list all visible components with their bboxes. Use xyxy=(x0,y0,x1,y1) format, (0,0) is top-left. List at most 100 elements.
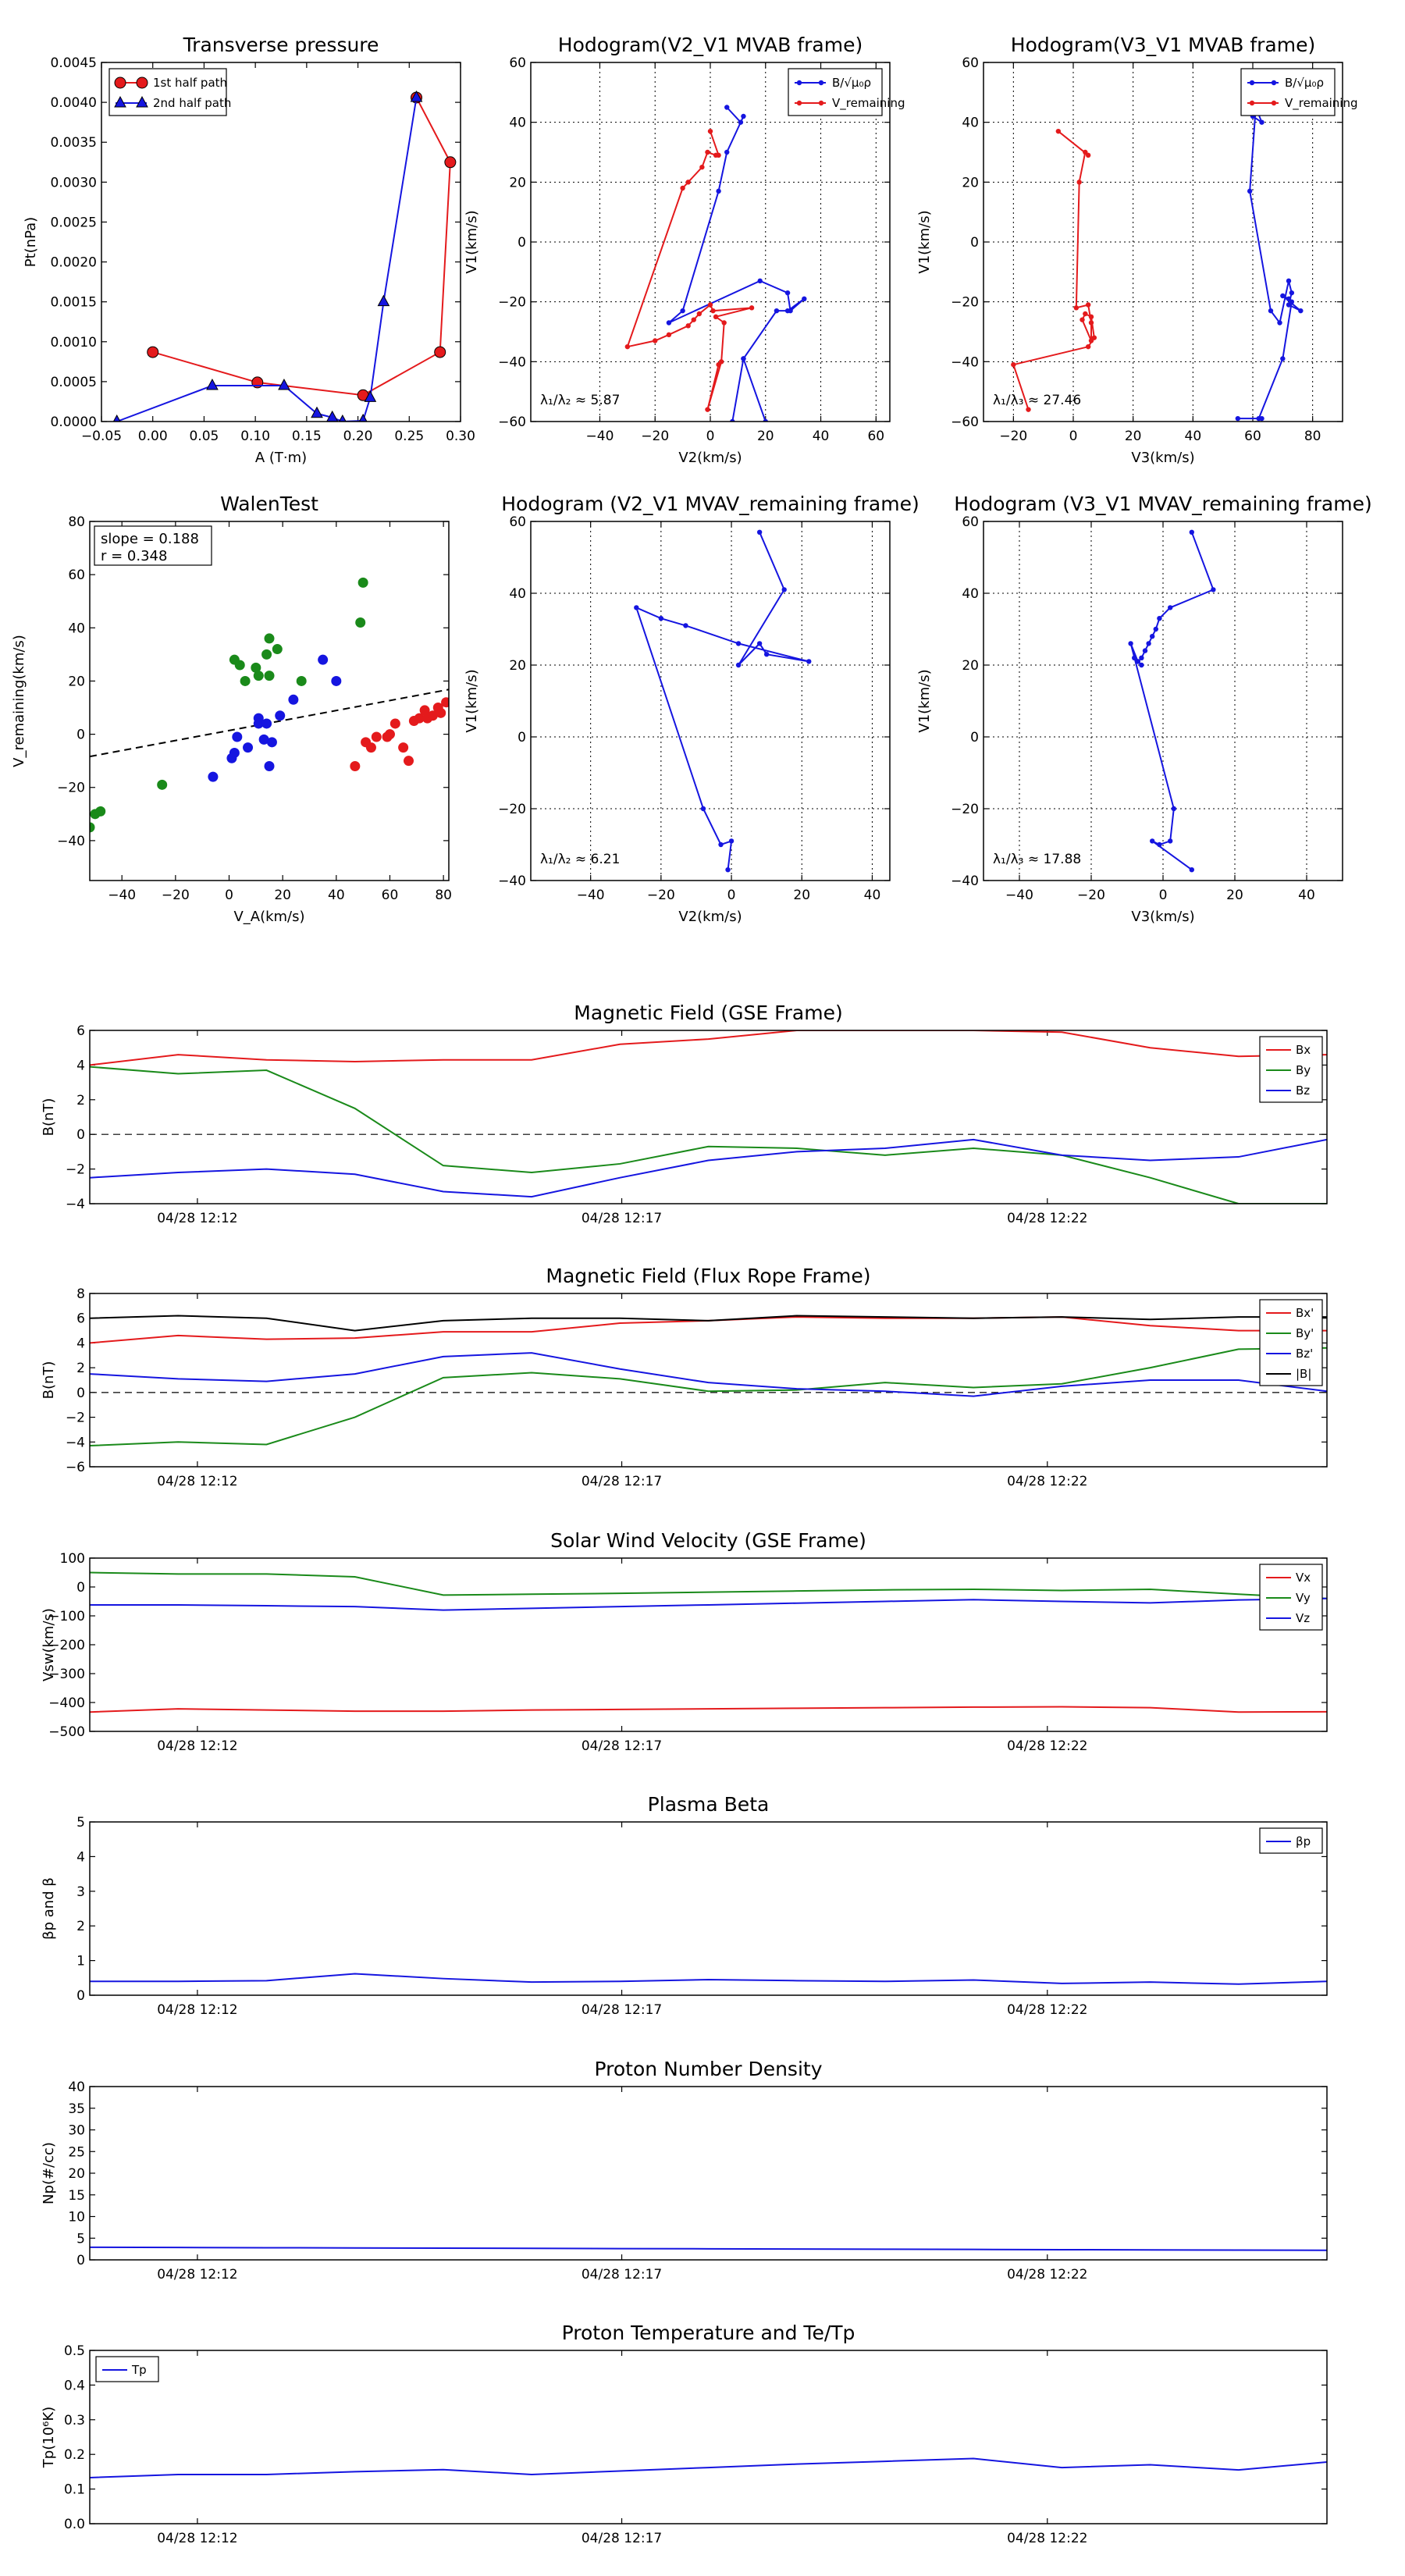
data-point xyxy=(802,296,807,302)
series-line xyxy=(116,97,418,422)
plot-frame xyxy=(89,521,450,881)
plot-area xyxy=(634,529,812,873)
chart-title: Magnetic Field (Flux Rope Frame) xyxy=(546,1265,870,1287)
y-tick-label: 4 xyxy=(76,1336,85,1351)
data-point xyxy=(1280,356,1286,361)
data-point xyxy=(1168,605,1173,610)
data-point xyxy=(713,152,719,158)
y-axis-label: Tp(10⁶K) xyxy=(41,2407,57,2468)
chart-title: Proton Number Density xyxy=(595,2058,823,2080)
y-tick-label: 0.0045 xyxy=(51,55,97,71)
data-point xyxy=(1268,308,1274,314)
data-point xyxy=(1211,587,1216,592)
data-point xyxy=(251,662,261,673)
data-point xyxy=(318,654,329,665)
y-tick-label: −300 xyxy=(48,1667,85,1682)
y-tick-label: 60 xyxy=(962,514,979,530)
data-point xyxy=(1157,841,1162,848)
data-point xyxy=(389,718,400,729)
data-point xyxy=(1083,149,1088,155)
data-point xyxy=(713,314,719,320)
series-line xyxy=(1129,532,1215,871)
data-point xyxy=(278,378,290,390)
y-tick-label: 2 xyxy=(76,1919,85,1934)
data-point xyxy=(229,747,240,758)
y-tick-label: 0 xyxy=(970,730,979,745)
data-point xyxy=(818,100,824,106)
data-point xyxy=(1055,128,1062,134)
y-tick-label: 10 xyxy=(68,2210,85,2226)
data-point xyxy=(206,378,219,390)
data-point xyxy=(707,302,713,308)
data-point xyxy=(157,779,168,790)
y-tick-label: −500 xyxy=(48,1724,85,1740)
time-tick-label: 04/28 12:17 xyxy=(582,1738,662,1754)
y-tick-label: −4 xyxy=(66,1435,85,1450)
y-tick-label: 60 xyxy=(68,568,85,583)
data-point xyxy=(1247,188,1253,194)
y-tick-label: 0 xyxy=(76,2253,85,2268)
x-tick-label: 20 xyxy=(1226,888,1243,903)
y-tick-label: −4 xyxy=(66,1197,85,1212)
x-tick-label: 0 xyxy=(1069,429,1078,444)
chart-tp: −0.05 0.00 0.05 0.10 0.15 0.20 0.25 0.30 0.0000 0… xyxy=(23,34,475,466)
chart-title: Proton Temperature and Te/Tp xyxy=(562,2322,855,2344)
time-tick-label: 04/28 12:22 xyxy=(1007,2002,1087,2018)
data-point xyxy=(705,407,710,412)
data-point xyxy=(1139,655,1144,660)
data-point xyxy=(735,641,742,646)
chart-title: Plasma Beta xyxy=(648,1793,770,1816)
y-tick-label: 0.0005 xyxy=(51,375,97,390)
x-tick-label: 60 xyxy=(382,888,399,903)
plot-frame xyxy=(530,521,891,881)
data-point xyxy=(691,317,696,322)
ratio-annotation: λ₁/λ₂ ≈ 6.21 xyxy=(540,852,620,867)
legend-label: V_remaining xyxy=(1285,96,1358,111)
series-line xyxy=(626,130,752,410)
data-point xyxy=(365,742,376,753)
y-tick-label: 0.0015 xyxy=(51,295,97,311)
ratio-annotation: λ₁/λ₃ ≈ 27.46 xyxy=(993,393,1081,408)
data-point xyxy=(1235,415,1241,422)
series-line xyxy=(90,1066,1327,1204)
data-point xyxy=(730,418,735,422)
series-line xyxy=(90,1973,1327,1985)
y-tick-label: 0 xyxy=(970,235,979,251)
time-tick-label: 04/28 12:22 xyxy=(1007,2267,1087,2282)
x-tick-label: 60 xyxy=(1244,429,1261,444)
legend-label: By' xyxy=(1296,1326,1314,1340)
plot-frame xyxy=(983,521,1343,881)
data-point xyxy=(1088,320,1094,326)
y-tick-label: 100 xyxy=(60,1551,85,1567)
data-point xyxy=(756,529,763,535)
y-tick-label: 60 xyxy=(509,514,526,530)
time-tick-label: 04/28 12:17 xyxy=(582,2531,662,2546)
y-tick-label: 0 xyxy=(76,1386,85,1401)
x-tick-label: −40 xyxy=(108,888,136,903)
timeseries-beta: 0 1 2 3 4 5 04/28 12:12 04/28 12:17 04/28 12:22 P… xyxy=(41,1793,1328,2018)
time-tick-label: 04/28 12:12 xyxy=(157,2002,237,2018)
stats-box xyxy=(94,525,212,566)
data-point xyxy=(410,90,423,102)
y-tick-label: −20 xyxy=(498,802,526,817)
data-point xyxy=(781,587,787,592)
data-point xyxy=(658,616,664,621)
x-axis-label: V_A(km/s) xyxy=(233,909,304,925)
x-axis-label: V3(km/s) xyxy=(1131,909,1194,925)
y-tick-label: −20 xyxy=(57,781,85,796)
x-tick-label: 20 xyxy=(757,429,774,444)
series-line xyxy=(152,97,451,397)
legend-label: Vz xyxy=(1296,1611,1310,1625)
y-tick-label: −400 xyxy=(48,1695,85,1711)
legend-label: Bx xyxy=(1296,1043,1311,1057)
data-point xyxy=(243,742,254,753)
y-tick-label: −20 xyxy=(498,295,526,311)
data-point xyxy=(1026,407,1031,412)
plot-frame xyxy=(89,1293,1328,1468)
data-point xyxy=(355,617,366,628)
x-tick-label: 0.30 xyxy=(446,429,475,444)
data-point xyxy=(1259,119,1264,125)
x-tick-label: 60 xyxy=(867,429,884,444)
